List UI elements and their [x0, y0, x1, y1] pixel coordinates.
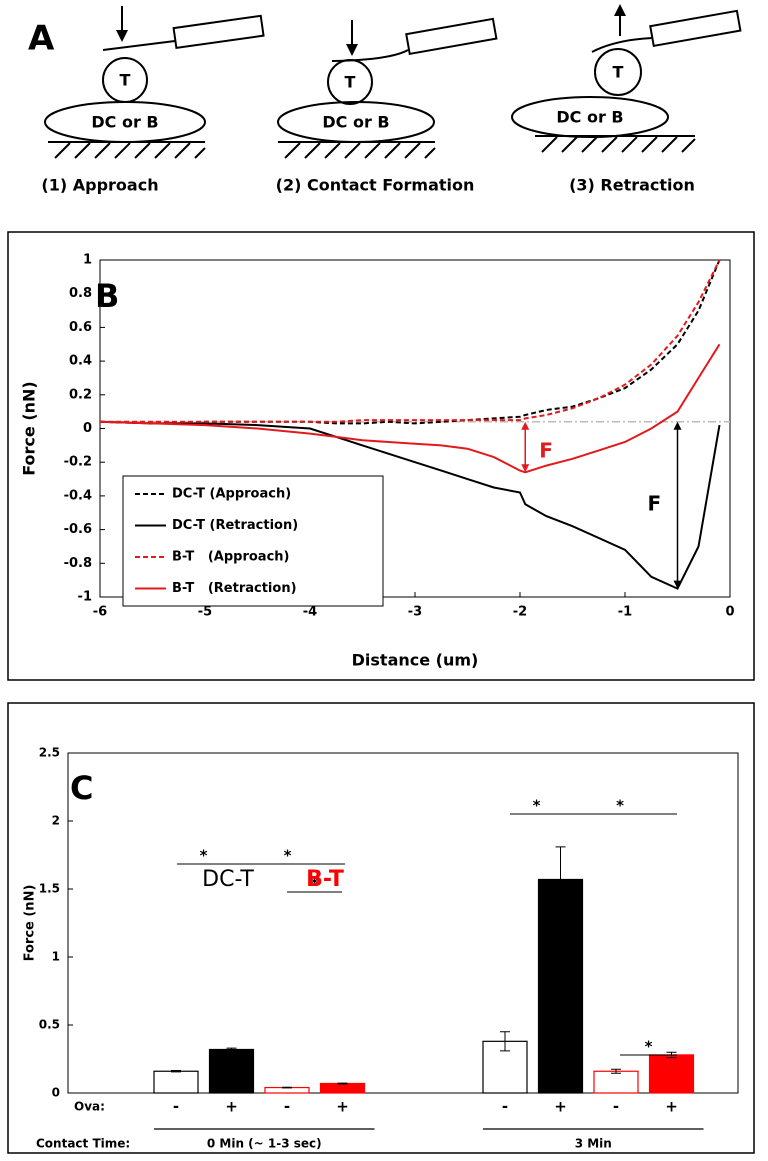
x-tick-label: -4 [303, 605, 317, 620]
panel-frame [7, 702, 755, 1154]
legend-label: B-T [306, 867, 344, 892]
x-axis-label: Distance (um) [352, 651, 479, 670]
y-tick-label: -0.4 [64, 488, 92, 503]
y-axis-label: Force (nN) [20, 381, 39, 475]
legend-label: DC-T [202, 867, 254, 892]
schematic [44, 6, 265, 159]
ova-label: + [554, 1098, 567, 1116]
cell-label: T [120, 71, 131, 90]
x-tick-label: -2 [513, 605, 527, 620]
arrow-head [673, 580, 682, 589]
bar [264, 1086, 310, 1094]
y-tick-label: -0.2 [64, 455, 92, 470]
panel-label: B [95, 277, 119, 315]
error-bar [555, 846, 566, 913]
panel-label: C [70, 769, 93, 807]
error-bar [337, 1082, 348, 1085]
legend-label: DC-T (Approach) [172, 487, 291, 502]
ova-label: + [336, 1098, 349, 1116]
y-tick-label: 0.2 [69, 387, 92, 402]
x-tick-label: -3 [408, 605, 422, 620]
significance-mark: * [284, 847, 292, 865]
y-tick-label: -1 [78, 590, 92, 605]
y-tick-label: 0.8 [69, 286, 92, 301]
annotation: F [648, 492, 662, 516]
significance-mark: * [616, 797, 624, 815]
group-label: 0 Min (~ 1-3 sec) [207, 1137, 322, 1151]
panel-a: A [28, 4, 742, 195]
cell-label: T [613, 63, 624, 82]
step-label: (2) Contact Formation [276, 176, 475, 195]
ova-label: - [284, 1098, 290, 1116]
x-tick-label: -1 [618, 605, 632, 620]
error-bar [500, 1031, 510, 1052]
series-line [99, 259, 721, 425]
plot-area [67, 752, 739, 1094]
y-tick-label: 2 [52, 814, 60, 828]
ova-label: + [225, 1098, 238, 1116]
bar [153, 1070, 199, 1094]
substrate-label: DC or B [556, 108, 623, 127]
legend-label: DC-T (Retraction) [172, 518, 298, 533]
bar [319, 1082, 366, 1094]
x-tick-label: 0 [725, 605, 734, 620]
error-bar [226, 1047, 237, 1052]
y-tick-label: 0.4 [69, 354, 92, 369]
schematic [511, 4, 742, 153]
error-bar [171, 1070, 181, 1073]
y-tick-label: 1.5 [39, 882, 60, 896]
series-line [99, 343, 721, 474]
x-tick-label: -6 [93, 605, 107, 620]
substrate-label: DC or B [91, 113, 158, 132]
annotation: F [539, 439, 553, 463]
substrate-label: DC or B [322, 113, 389, 132]
legend-label: B-T (Approach) [172, 550, 289, 565]
significance-mark: * [533, 797, 541, 815]
ova-label: - [613, 1098, 619, 1116]
bar [593, 1070, 639, 1094]
bar [537, 878, 584, 1094]
schematic [277, 17, 498, 159]
y-tick-label: -0.6 [64, 522, 92, 537]
arrow-head [673, 421, 682, 430]
ova-label: - [502, 1098, 508, 1116]
legend [122, 475, 384, 607]
panel-frame [7, 231, 755, 681]
y-tick-label: 0.6 [69, 320, 92, 335]
y-tick-label: 0 [83, 421, 92, 436]
contact-title: Contact Time: [36, 1137, 130, 1151]
step-label: (1) Approach [41, 176, 158, 195]
bar [208, 1048, 255, 1094]
step-label: (3) Retraction [569, 176, 695, 195]
x-tick-label: -5 [198, 605, 212, 620]
y-axis-label: Force (nN) [23, 885, 38, 962]
y-tick-label: 2.5 [39, 746, 60, 760]
error-bar [611, 1068, 621, 1074]
arrow-head [521, 421, 530, 430]
error-bar [282, 1086, 292, 1089]
series-line [99, 420, 721, 590]
legend-label: B-T (Retraction) [172, 581, 297, 596]
significance-mark: * [200, 847, 208, 865]
arrow-head [521, 464, 530, 473]
series-line [100, 259, 721, 423]
ova-title: Ova: [74, 1100, 105, 1114]
cell-label: T [345, 73, 356, 92]
significance-mark: * [311, 875, 319, 893]
ova-label: + [665, 1098, 678, 1116]
group-label: 3 Min [575, 1137, 612, 1151]
significance-mark: * [645, 1038, 653, 1056]
panel-label: A [28, 19, 55, 59]
bar [648, 1054, 695, 1094]
y-tick-label: 1 [52, 950, 60, 964]
y-tick-label: 1 [83, 253, 92, 268]
y-tick-label: 0.5 [39, 1018, 60, 1032]
y-tick-label: -0.8 [64, 556, 92, 571]
y-tick-label: 0 [52, 1086, 60, 1100]
ova-label: - [173, 1098, 179, 1116]
